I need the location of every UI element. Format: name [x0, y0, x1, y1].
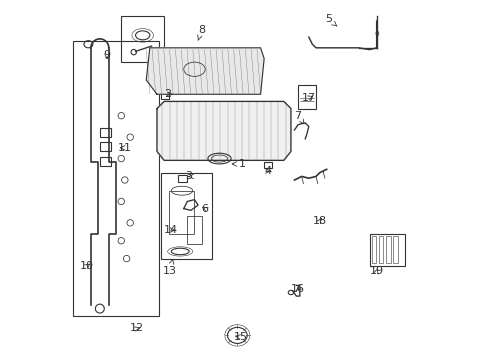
- Bar: [73, 41, 159, 316]
- Polygon shape: [157, 102, 290, 160]
- Text: 14: 14: [164, 225, 178, 235]
- Bar: [386, 237, 390, 263]
- Bar: [121, 16, 164, 62]
- Bar: [100, 143, 110, 152]
- Bar: [378, 237, 383, 263]
- Text: 10: 10: [80, 261, 94, 271]
- Text: 6: 6: [201, 203, 208, 213]
- Text: 15: 15: [233, 332, 247, 342]
- Bar: [187, 216, 201, 244]
- Bar: [160, 93, 169, 99]
- Bar: [369, 234, 405, 266]
- Text: 9: 9: [103, 50, 110, 60]
- Text: 16: 16: [290, 284, 305, 294]
- Bar: [100, 157, 110, 166]
- Text: 11: 11: [118, 143, 132, 153]
- Text: 18: 18: [312, 216, 326, 226]
- Bar: [100, 128, 110, 137]
- Bar: [264, 162, 271, 168]
- Text: 5: 5: [325, 14, 336, 26]
- Text: 19: 19: [369, 266, 383, 276]
- Bar: [160, 173, 212, 258]
- Text: 7: 7: [294, 111, 304, 124]
- Text: 4: 4: [264, 166, 271, 176]
- Bar: [393, 237, 397, 263]
- Text: 3: 3: [185, 171, 193, 181]
- Polygon shape: [146, 48, 264, 94]
- Bar: [169, 191, 194, 234]
- Bar: [298, 85, 315, 109]
- Text: 13: 13: [162, 260, 176, 276]
- Bar: [178, 175, 187, 182]
- Bar: [371, 237, 376, 263]
- Text: 1: 1: [232, 159, 246, 169]
- Text: 12: 12: [130, 323, 144, 333]
- Text: 2: 2: [164, 89, 172, 99]
- Text: 17: 17: [301, 93, 315, 103]
- Text: 8: 8: [197, 25, 205, 40]
